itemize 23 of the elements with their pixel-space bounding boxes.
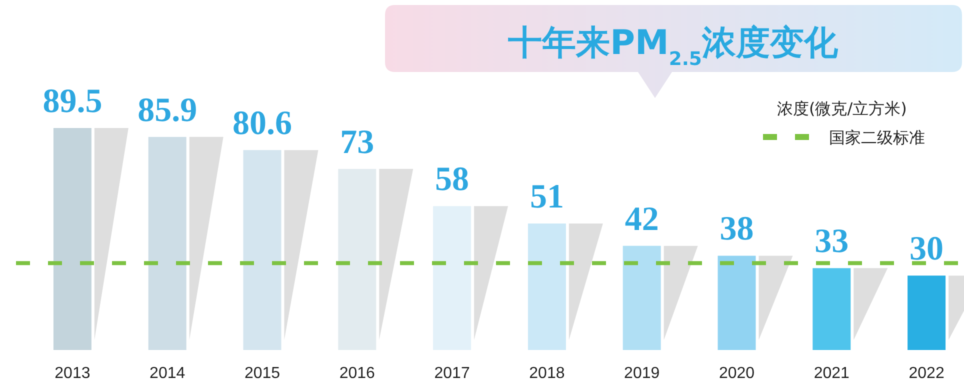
- data-label: 30: [910, 230, 944, 268]
- data-label: 42: [624, 200, 659, 238]
- data-label: 38: [720, 210, 754, 248]
- x-tick-label: 2019: [624, 365, 660, 382]
- x-tick-label: 2022: [908, 365, 944, 382]
- legend-label: 国家二级标准: [829, 128, 925, 147]
- data-label: 85.9: [138, 92, 198, 129]
- x-tick-label: 2017: [434, 365, 470, 382]
- data-label: 51: [530, 178, 564, 216]
- x-tick-label: 2014: [150, 365, 186, 382]
- x-tick-label: 2021: [814, 365, 850, 382]
- x-tick-label: 2018: [529, 365, 565, 382]
- legend-title: 浓度(微克/立方米): [777, 99, 907, 118]
- x-tick-label: 2013: [54, 365, 90, 382]
- data-label: 33: [814, 223, 849, 260]
- x-tick-label: 2016: [339, 365, 376, 382]
- data-label: 89.5: [42, 83, 102, 120]
- chart-title: 十年来PM$_{2.5}$浓度变化: [507, 23, 839, 70]
- x-tick-label: 2015: [244, 365, 280, 382]
- x-tick-label: 2020: [718, 365, 755, 382]
- data-label: 73: [340, 124, 374, 161]
- data-label: 58: [435, 161, 470, 198]
- data-label: 80.6: [232, 105, 292, 142]
